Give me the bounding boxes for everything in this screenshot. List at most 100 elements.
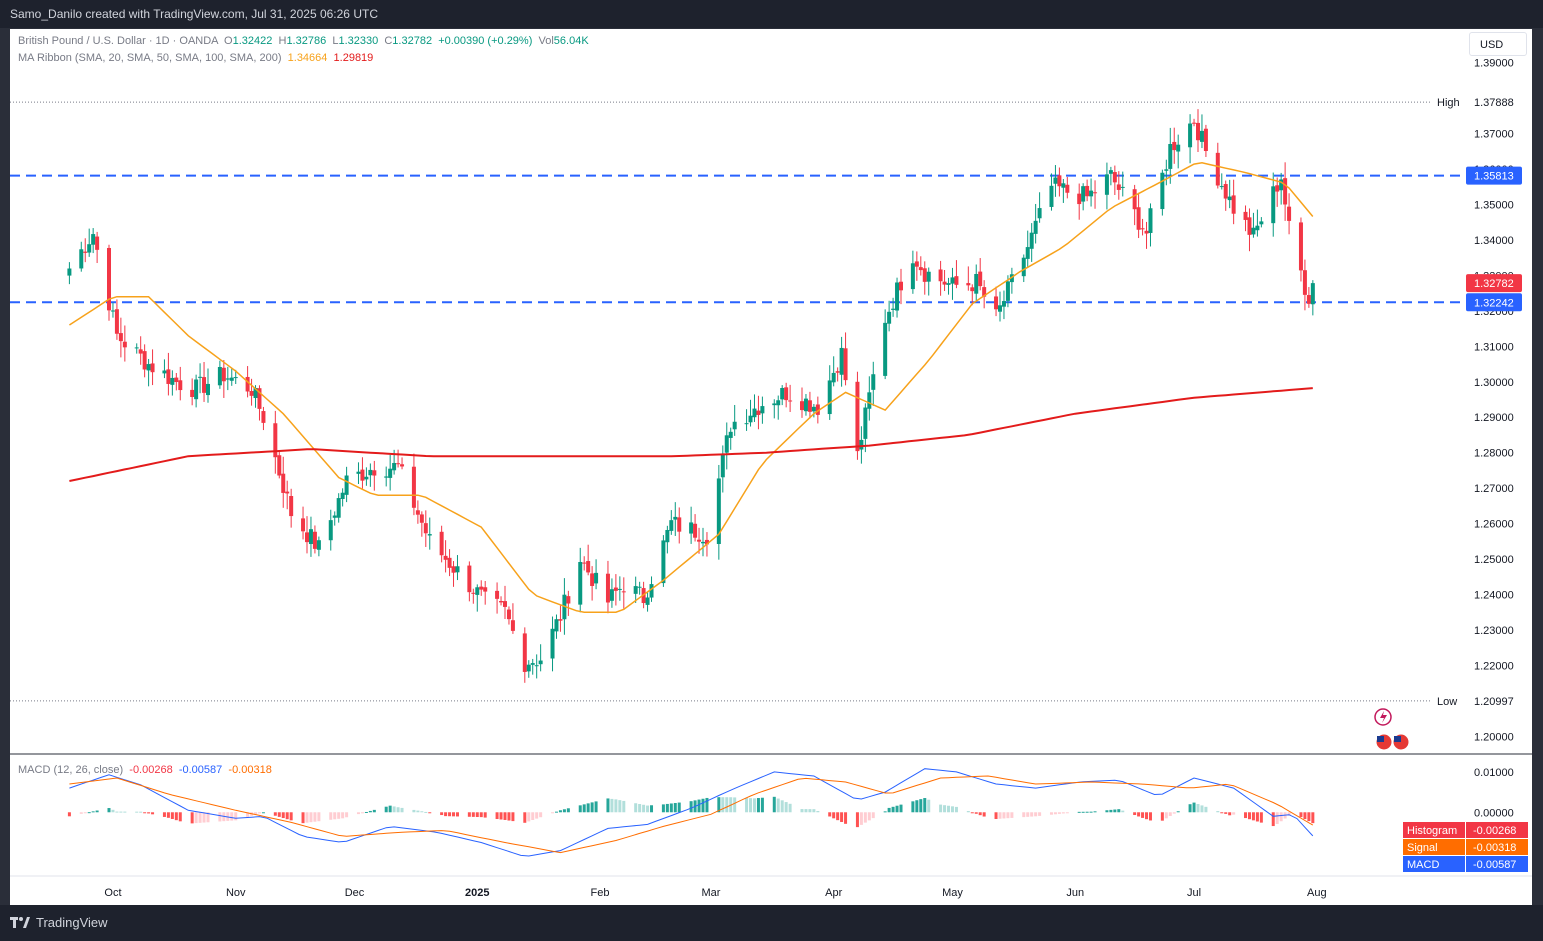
- candle-body: [447, 557, 452, 568]
- candle-body: [590, 573, 595, 586]
- histogram-bar: [1121, 810, 1125, 813]
- brand-name: TradingView: [36, 915, 108, 930]
- candle-body: [756, 410, 761, 415]
- candle-body: [1192, 122, 1197, 124]
- candle-body: [1215, 152, 1220, 186]
- candle-body: [479, 586, 484, 590]
- candle-body: [697, 539, 702, 542]
- candle-body: [190, 389, 195, 397]
- candle-body: [871, 374, 876, 390]
- histogram-bar: [606, 798, 610, 813]
- level-price-tag: 1.32242: [1474, 297, 1514, 309]
- histogram-bar: [1228, 812, 1232, 816]
- histogram-bar: [1196, 804, 1200, 813]
- candle-body: [1255, 225, 1260, 231]
- candle-body: [503, 601, 507, 607]
- currency-button[interactable]: USD: [1469, 32, 1527, 56]
- candle-body: [554, 619, 559, 632]
- candle-body: [558, 619, 563, 621]
- candle-body: [253, 387, 258, 399]
- macd-tick-label: 0.00000: [1474, 807, 1514, 819]
- candle-body: [451, 566, 456, 573]
- histogram-bar: [954, 806, 958, 813]
- tradingview-logo[interactable]: TradingView: [10, 905, 108, 941]
- candle-body: [617, 588, 622, 590]
- candle-body: [233, 377, 238, 379]
- event-icons: [1374, 708, 1410, 751]
- candle-body: [1093, 192, 1098, 194]
- ma-long-value: 1.29819: [333, 52, 374, 64]
- histogram-bar: [119, 811, 123, 813]
- candle-body: [257, 388, 262, 409]
- level-price-tag-bg: [1466, 166, 1522, 185]
- candle-body: [1160, 172, 1165, 210]
- histogram-bar: [1244, 812, 1248, 819]
- candle-body: [289, 496, 294, 517]
- histogram-bar: [444, 812, 448, 817]
- macd-signal-value: -0.00318: [228, 764, 272, 776]
- histogram-bar: [1006, 812, 1010, 819]
- histogram-bar: [448, 812, 452, 817]
- candle-body: [1227, 196, 1232, 201]
- price-tick-label: 1.20000: [1474, 731, 1514, 743]
- signal-line: [69, 775, 1314, 854]
- candle-body: [384, 476, 389, 478]
- attribution-text: Samo_Danilo created with TradingView.com…: [10, 7, 378, 21]
- histogram-bar: [638, 804, 642, 813]
- open-label: O: [224, 35, 233, 47]
- histogram-bar: [1085, 811, 1089, 813]
- histogram-value-bg: [1466, 822, 1528, 838]
- histogram-bar: [586, 803, 590, 813]
- histogram-bar: [1311, 812, 1315, 824]
- candle-body: [605, 573, 610, 603]
- histogram-bar: [812, 809, 816, 813]
- price-tick-label: 1.24000: [1474, 589, 1514, 601]
- candle-body: [364, 476, 369, 480]
- candle-body: [950, 277, 955, 284]
- candle-body: [748, 415, 753, 423]
- candle-body: [483, 587, 488, 592]
- histogram-bar: [883, 811, 887, 813]
- candle-body: [938, 269, 943, 282]
- candle-body: [677, 517, 682, 532]
- histogram-bar: [1049, 812, 1053, 815]
- candle-body: [114, 309, 119, 334]
- candle-body: [994, 296, 999, 310]
- time-tick-label: Apr: [825, 887, 842, 899]
- histogram-bar: [428, 812, 432, 814]
- macd-group: [67, 768, 1315, 857]
- histogram-bar: [919, 799, 923, 813]
- candle-body: [79, 249, 84, 269]
- histogram-bar: [669, 803, 673, 813]
- histogram-bar: [618, 800, 622, 813]
- histogram-bar: [590, 802, 594, 813]
- candle-body: [835, 371, 840, 373]
- candle-body: [1001, 301, 1006, 307]
- histogram-bar: [974, 812, 978, 814]
- candle-body: [815, 404, 820, 415]
- candle-body: [1049, 185, 1054, 207]
- histogram-bar: [733, 797, 737, 813]
- lightning-bolt: [1380, 711, 1387, 723]
- histogram-bar: [313, 812, 317, 822]
- macd-label: MACD: [1407, 859, 1439, 871]
- candle-body: [308, 529, 313, 545]
- histogram-bar: [440, 812, 444, 816]
- candle-body: [914, 261, 919, 267]
- candle-body: [1140, 228, 1145, 230]
- histogram-bar: [551, 812, 555, 814]
- price-tags: High 1.37888 Low 1.20997 1.35813 1.32242 1.327…: [1403, 93, 1528, 872]
- candle-body: [621, 591, 626, 593]
- candle-body: [633, 586, 638, 594]
- candle-body: [198, 376, 203, 378]
- candle-body: [578, 561, 583, 605]
- histogram-bar: [867, 812, 871, 821]
- candle-body: [110, 310, 115, 312]
- histogram-bar: [166, 812, 170, 818]
- candle-body: [752, 408, 757, 418]
- candle-body: [637, 586, 642, 588]
- histogram-bar: [511, 812, 515, 822]
- histogram-bar: [495, 812, 499, 820]
- histogram-bar: [891, 806, 895, 813]
